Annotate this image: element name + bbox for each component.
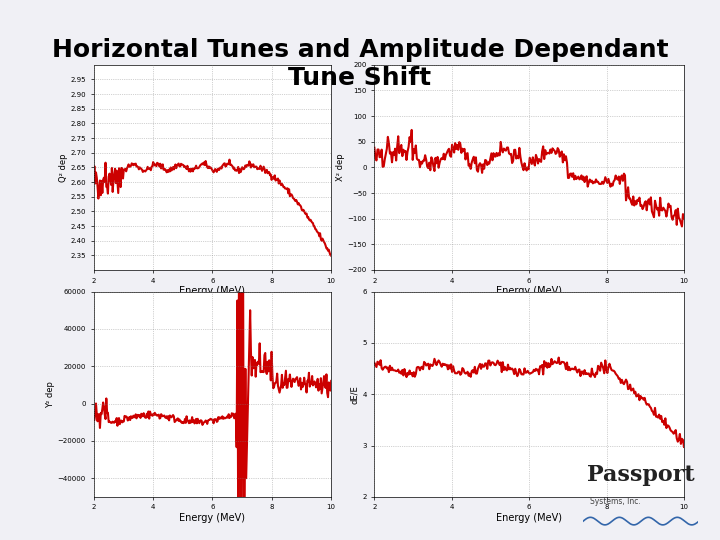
Y-axis label: Y² dep: Y² dep	[46, 381, 55, 408]
X-axis label: Energy (MeV): Energy (MeV)	[496, 513, 562, 523]
X-axis label: Energy (MeV): Energy (MeV)	[496, 286, 562, 296]
X-axis label: Energy (MeV): Energy (MeV)	[179, 513, 246, 523]
Y-axis label: Q² dep: Q² dep	[58, 153, 68, 181]
Y-axis label: dE/E: dE/E	[351, 385, 359, 403]
Text: Passport: Passport	[587, 464, 694, 486]
Text: Systems, Inc.: Systems, Inc.	[590, 497, 641, 506]
Y-axis label: X² dep: X² dep	[336, 153, 345, 181]
X-axis label: Energy (MeV): Energy (MeV)	[179, 286, 246, 296]
Text: Horizontal Tunes and Amplitude Dependant
Tune Shift: Horizontal Tunes and Amplitude Dependant…	[52, 38, 668, 90]
